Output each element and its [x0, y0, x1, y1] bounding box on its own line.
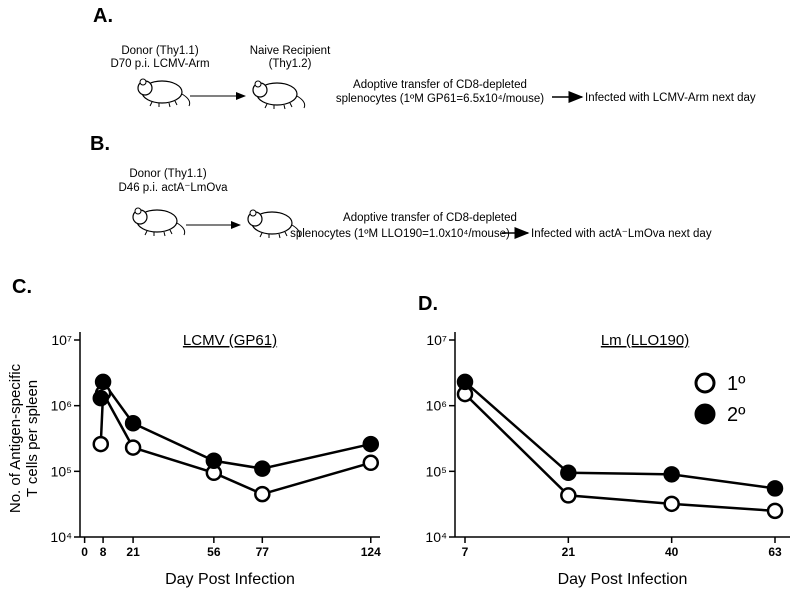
- y-tick-label: 10⁶: [51, 398, 72, 414]
- data-point: [766, 502, 784, 520]
- data-point: [92, 389, 110, 407]
- chart-title: LCMV (GP61): [183, 332, 277, 349]
- x-tick-label: 40: [665, 545, 679, 559]
- x-tick-label: 0: [81, 545, 88, 559]
- mouse-icon: [252, 80, 306, 110]
- transfer-text: splenocytes (1ºM GP61=6.5x10⁴/mouse): [336, 93, 544, 105]
- legend-marker: [694, 403, 716, 425]
- data-point: [92, 435, 110, 453]
- data-point: [663, 495, 680, 513]
- donor-label: Donor (Thy1.1): [121, 45, 199, 57]
- x-tick-label: 21: [562, 545, 576, 559]
- x-tick-label: 21: [126, 545, 140, 559]
- data-point: [94, 373, 112, 391]
- transfer-text: splenocytes (1ºM LLO190=1.0x10⁴/mouse): [290, 228, 510, 240]
- data-point: [254, 485, 271, 503]
- panel-label: A.: [93, 5, 113, 27]
- data-point: [254, 460, 271, 477]
- x-tick-label: 63: [768, 545, 782, 559]
- data-point: [560, 464, 577, 482]
- y-tick-label: 10⁷: [426, 332, 447, 348]
- recipient-label: Naive Recipient: [250, 45, 331, 57]
- x-tick-label: 77: [256, 545, 270, 559]
- data-point: [124, 414, 142, 432]
- outcome-text: Infected with actA⁻LmOva next day: [531, 228, 712, 240]
- x-tick-label: 7: [462, 545, 469, 559]
- series-line: [464, 393, 776, 513]
- mouse-icon: [137, 78, 191, 108]
- transfer-text: Adoptive transfer of CD8-depleted: [353, 79, 527, 91]
- recipient-detail: (Thy1.2): [269, 58, 312, 70]
- y-tick-label: 10⁴: [50, 529, 72, 545]
- y-tick-label: 10⁴: [425, 529, 447, 545]
- series-line: [99, 378, 372, 470]
- data-point: [362, 435, 380, 453]
- data-point: [124, 439, 142, 456]
- x-axis-label: Day Post Infection: [165, 571, 295, 588]
- panel-label: B.: [90, 133, 110, 155]
- panel-label: C.: [12, 276, 32, 298]
- data-point: [362, 454, 380, 472]
- y-tick-label: 10⁵: [51, 463, 72, 479]
- data-point: [560, 487, 577, 504]
- x-tick-label: 124: [361, 545, 381, 559]
- panel-label: D.: [418, 293, 438, 315]
- legend-label: 1º: [727, 373, 746, 395]
- x-tick-label: 8: [100, 545, 107, 559]
- mouse-icon: [132, 207, 186, 237]
- data-point: [456, 373, 474, 391]
- transfer-text: Adoptive transfer of CD8-depleted: [343, 212, 517, 224]
- x-tick-label: 56: [207, 545, 221, 559]
- data-point: [205, 452, 223, 469]
- outcome-text: Infected with LCMV-Arm next day: [585, 92, 756, 104]
- donor-detail: D46 p.i. actA⁻LmOva: [119, 182, 229, 194]
- legend-label: 2º: [727, 404, 746, 426]
- data-point: [663, 466, 680, 483]
- y-tick-label: 10⁶: [426, 398, 447, 414]
- x-axis-label: Day Post Infection: [558, 571, 688, 588]
- legend-marker: [694, 372, 716, 394]
- donor-label: Donor (Thy1.1): [129, 168, 207, 180]
- chart-title: Lm (LLO190): [601, 332, 689, 349]
- y-tick-label: 10⁷: [51, 332, 72, 348]
- series-line: [464, 380, 776, 490]
- series-line: [99, 388, 372, 496]
- y-axis-label: No. of Antigen-specific: [7, 363, 24, 513]
- data-point: [766, 480, 784, 497]
- donor-detail: D70 p.i. LCMV-Arm: [110, 58, 209, 70]
- y-axis-label: T cells per spleen: [24, 380, 41, 497]
- y-tick-label: 10⁵: [426, 463, 447, 479]
